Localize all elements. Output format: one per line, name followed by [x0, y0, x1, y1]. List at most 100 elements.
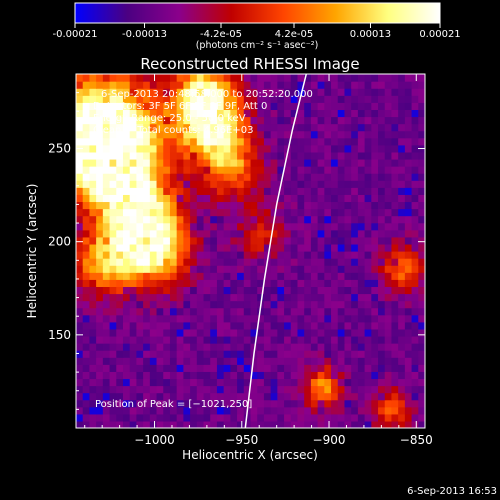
- heatmap-cell: [143, 102, 151, 110]
- heatmap-cell: [418, 201, 425, 210]
- heatmap-cell: [337, 293, 346, 302]
- heatmap-cell: [270, 74, 278, 82]
- heatmap-cell: [169, 279, 178, 287]
- heatmap-cell: [263, 81, 272, 89]
- heatmap-cell: [357, 350, 366, 358]
- heatmap-cell: [210, 243, 218, 252]
- heatmap-cell: [216, 158, 225, 167]
- heatmap-cell: [378, 116, 386, 125]
- heatmap-cell: [310, 123, 319, 132]
- heatmap-cell: [136, 229, 144, 238]
- heatmap-cell: [116, 229, 124, 238]
- heatmap-cell: [223, 243, 231, 252]
- heatmap-cell: [391, 335, 399, 344]
- heatmap-cell: [196, 201, 205, 210]
- heatmap-cell: [290, 335, 299, 344]
- heatmap-cell: [404, 392, 413, 401]
- heatmap-cell: [76, 420, 84, 428]
- heatmap-cell: [143, 392, 151, 401]
- heatmap-cell: [391, 392, 399, 401]
- heatmap-cell: [398, 151, 406, 160]
- heatmap-cell: [290, 180, 299, 188]
- heatmap-cell: [237, 307, 245, 316]
- heatmap-cell: [378, 123, 386, 132]
- heatmap-cell: [418, 130, 425, 139]
- heatmap-cell: [203, 151, 211, 160]
- heatmap-cell: [196, 350, 205, 358]
- heatmap-cell: [290, 229, 299, 238]
- heatmap-cell: [96, 236, 104, 245]
- heatmap-cell: [243, 258, 252, 266]
- heatmap-cell: [391, 144, 399, 153]
- heatmap-cell: [337, 109, 346, 118]
- heatmap-cell: [391, 343, 399, 351]
- heatmap-cell: [89, 371, 97, 380]
- heatmap-cell: [337, 265, 346, 273]
- heatmap-cell: [351, 166, 359, 174]
- heatmap-cell: [210, 307, 218, 316]
- heatmap-cell: [277, 95, 285, 103]
- heatmap-cell: [250, 265, 258, 273]
- heatmap-cell: [129, 321, 138, 330]
- heatmap-cell: [149, 392, 158, 401]
- heatmap-cell: [143, 371, 151, 380]
- heatmap-cell: [263, 222, 272, 231]
- heatmap-cell: [404, 116, 413, 125]
- heatmap-cell: [89, 236, 97, 245]
- heatmap-cell: [337, 279, 346, 287]
- heatmap-cell: [96, 364, 104, 372]
- heatmap-cell: [82, 279, 91, 287]
- heatmap-cell: [290, 173, 299, 181]
- heatmap-cell: [284, 222, 292, 231]
- heatmap-cell: [243, 173, 252, 181]
- heatmap-cell: [89, 215, 97, 224]
- heatmap-cell: [398, 187, 406, 195]
- heatmap-cell: [337, 236, 346, 245]
- heatmap-cell: [109, 74, 117, 82]
- heatmap-cell: [210, 123, 218, 132]
- heatmap-cell: [190, 378, 198, 387]
- heatmap-cell: [324, 151, 332, 160]
- heatmap-cell: [310, 300, 319, 309]
- heatmap-cell: [223, 74, 231, 82]
- heatmap-cell: [304, 236, 312, 245]
- heatmap-cell: [277, 385, 285, 394]
- heatmap-cell: [237, 166, 245, 174]
- heatmap-cell: [357, 151, 366, 160]
- heatmap-cell: [76, 109, 84, 118]
- heatmap-cell: [263, 335, 272, 344]
- heatmap-cell: [223, 307, 231, 316]
- heatmap-cell: [149, 180, 158, 188]
- heatmap-cell: [331, 166, 339, 174]
- heatmap-cell: [143, 137, 151, 146]
- heatmap-cell: [223, 371, 231, 380]
- heatmap-cell: [337, 144, 346, 153]
- heatmap-cell: [109, 201, 117, 210]
- heatmap-cell: [169, 187, 178, 195]
- heatmap-cell: [190, 236, 198, 245]
- heatmap-cell: [357, 385, 366, 394]
- heatmap-cell: [304, 137, 312, 146]
- heatmap-cell: [277, 116, 285, 125]
- heatmap-cell: [404, 109, 413, 118]
- heatmap-cell: [190, 95, 198, 103]
- heatmap-cell: [398, 321, 406, 330]
- heatmap-cell: [304, 229, 312, 238]
- heatmap-cell: [243, 243, 252, 252]
- heatmap-cell: [116, 123, 124, 132]
- heatmap-cell: [143, 236, 151, 245]
- heatmap-cell: [418, 265, 425, 273]
- heatmap-cell: [317, 229, 325, 238]
- heatmap-cell: [250, 137, 258, 146]
- heatmap-cell: [324, 328, 332, 337]
- heatmap-cell: [237, 413, 245, 422]
- heatmap-cell: [237, 335, 245, 344]
- heatmap-cell: [230, 420, 238, 428]
- heatmap-cell: [418, 243, 425, 252]
- heatmap-cell: [129, 300, 138, 309]
- heatmap-cell: [331, 385, 339, 394]
- heatmap-cell: [149, 102, 158, 110]
- heatmap-cell: [169, 102, 178, 110]
- heatmap-cell: [156, 173, 164, 181]
